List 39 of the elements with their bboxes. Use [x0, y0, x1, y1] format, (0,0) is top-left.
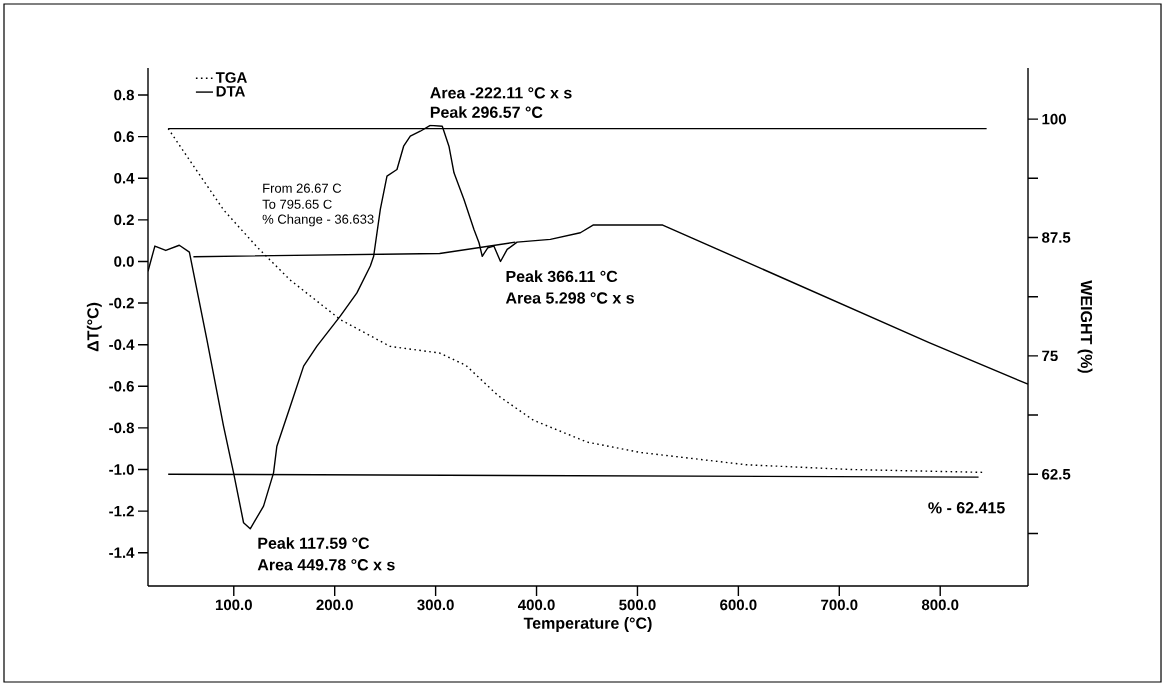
y-tick-label: 0.0 — [114, 256, 134, 267]
annotation: % - 62.415 — [928, 502, 1005, 514]
x-tick-label: 600.0 — [720, 599, 757, 611]
legend-label: TGA — [215, 72, 247, 83]
y-tick-label: -1.0 — [109, 464, 134, 475]
annotation: To 795.65 C — [262, 199, 332, 209]
annotation: Peak 296.57 °C — [430, 106, 543, 118]
y2-tick-label: 62.5 — [1042, 468, 1071, 480]
x-tick-label: 200.0 — [316, 599, 353, 611]
y2-tick-label: 87.5 — [1042, 232, 1071, 243]
annotation: Peak 117.59 °C — [258, 537, 370, 549]
y-tick-label: 0.6 — [114, 131, 134, 142]
y-tick-label: 0.4 — [114, 172, 135, 184]
y-tick-label: -1.2 — [109, 505, 134, 517]
y-tick-label: -0.6 — [109, 380, 134, 392]
y-tick-label: 0.2 — [114, 214, 134, 226]
x-tick-label: 100.0 — [215, 599, 252, 611]
y-tick-label: -1.4 — [109, 547, 135, 558]
y-axis-title: ΔT(°C) — [86, 302, 102, 352]
annotation: Area -222.11 °C x s — [430, 87, 572, 99]
x-tick-label: 700.0 — [821, 599, 858, 611]
y-tick-label: 0.8 — [114, 89, 134, 101]
y2-axis-title: WEIGHT (%) — [1077, 280, 1093, 373]
x-axis-title: Temperature (°C) — [523, 617, 652, 632]
annotation: Area 5.298 °C x s — [505, 292, 634, 304]
x-tick-label: 500.0 — [619, 599, 656, 611]
annotation: From 26.67 C — [263, 183, 342, 193]
y2-tick-label: 100 — [1042, 113, 1066, 125]
x-tick-label: 300.0 — [417, 599, 454, 611]
y2-tick-label: 75 — [1042, 350, 1058, 362]
annotation: Peak 366.11 °C — [506, 270, 618, 283]
y-tick-label: -0.2 — [109, 297, 134, 309]
legend-label: DTA — [216, 86, 245, 97]
x-tick-label: 400.0 — [517, 599, 555, 611]
y-tick-label: -0.8 — [109, 422, 134, 434]
annotation: Area 449.78 °C x s — [257, 559, 395, 571]
x-tick-label: 800.0 — [921, 599, 959, 611]
y-tick-label: -0.4 — [109, 339, 135, 350]
annotation: % Change - 36.633 — [262, 214, 374, 227]
